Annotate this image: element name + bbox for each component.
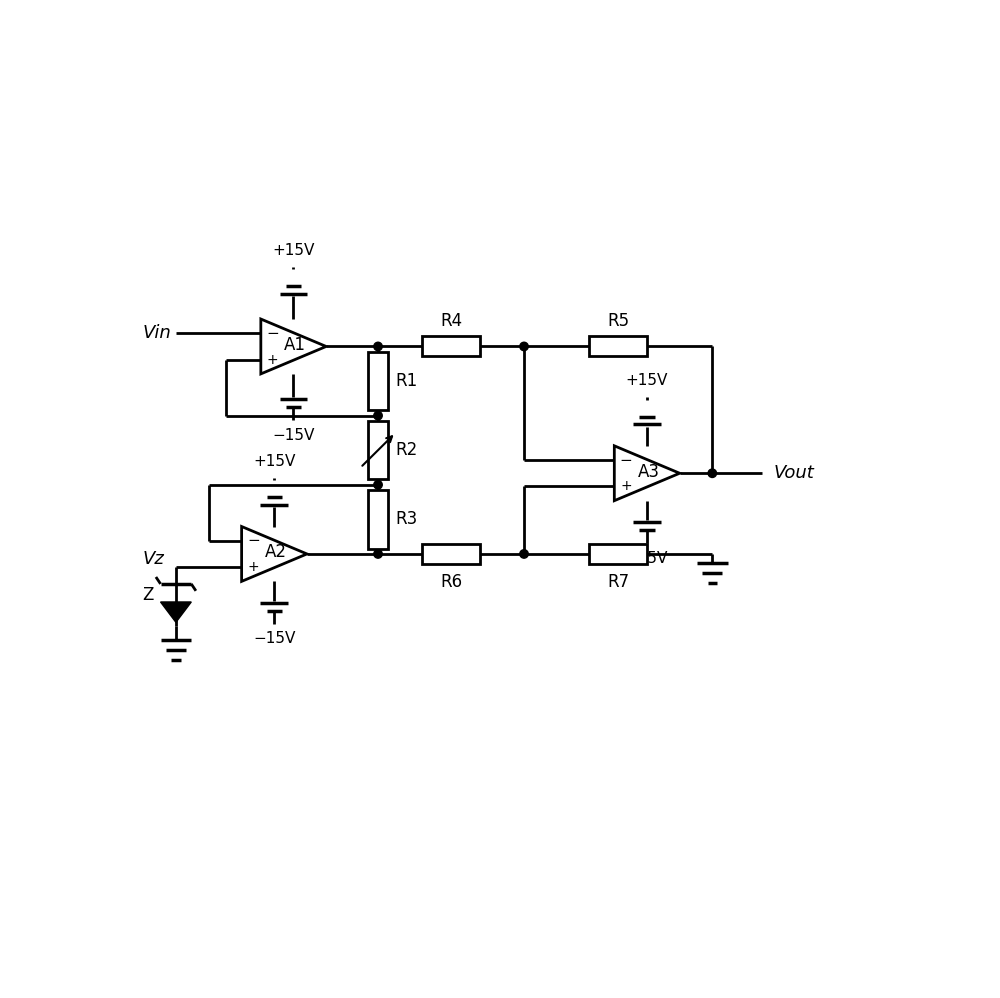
Text: −: − (247, 533, 260, 548)
Bar (368, 352, 388, 410)
Text: −: − (266, 326, 279, 341)
Text: R5: R5 (607, 311, 629, 329)
Text: +15V: +15V (626, 373, 668, 388)
Text: −15V: −15V (272, 428, 315, 443)
Circle shape (520, 550, 528, 558)
Text: R2: R2 (395, 441, 417, 459)
Bar (368, 490, 388, 549)
Text: A2: A2 (265, 543, 287, 562)
Bar (589, 544, 647, 564)
Circle shape (520, 342, 528, 350)
Text: −15V: −15V (626, 551, 668, 566)
Text: +: + (620, 479, 632, 493)
Text: +: + (248, 560, 259, 574)
Bar (589, 336, 647, 356)
Bar (368, 421, 388, 479)
Text: R4: R4 (440, 311, 462, 329)
Text: R3: R3 (395, 510, 417, 528)
Circle shape (708, 469, 717, 477)
Polygon shape (161, 602, 191, 623)
Text: Vout: Vout (774, 464, 815, 482)
Bar (422, 336, 480, 356)
Text: −: − (620, 453, 632, 468)
Bar (422, 544, 480, 564)
Text: Z: Z (142, 587, 153, 605)
Text: R6: R6 (440, 573, 462, 591)
Text: Vin: Vin (142, 324, 171, 342)
Text: A3: A3 (638, 463, 660, 481)
Circle shape (374, 550, 382, 558)
Text: +15V: +15V (253, 454, 295, 469)
Circle shape (374, 481, 382, 489)
Text: Vz: Vz (142, 550, 164, 568)
Circle shape (374, 411, 382, 420)
Text: +15V: +15V (272, 243, 315, 257)
Text: −15V: −15V (253, 632, 295, 647)
Text: R7: R7 (607, 573, 629, 591)
Text: +: + (267, 352, 278, 366)
Text: R1: R1 (395, 372, 417, 390)
Circle shape (374, 342, 382, 350)
Text: A1: A1 (284, 336, 306, 354)
